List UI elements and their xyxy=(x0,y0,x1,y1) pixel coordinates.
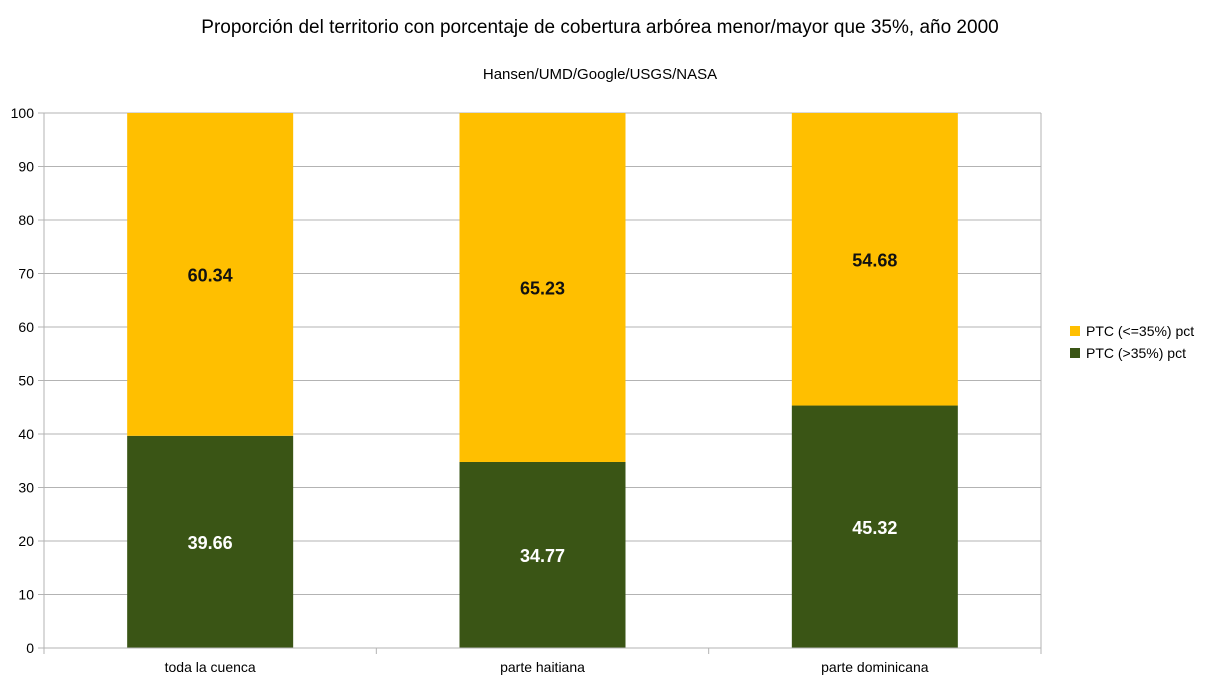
y-tick-label: 70 xyxy=(18,266,34,282)
bar-segment-ptc-le-35 xyxy=(791,113,958,406)
data-label: 34.77 xyxy=(520,546,565,566)
y-tick-label: 80 xyxy=(18,212,34,228)
x-tick-label: parte haitiana xyxy=(500,659,585,675)
data-label: 54.68 xyxy=(852,250,897,270)
legend-swatch-ptc-gt-35 xyxy=(1070,348,1080,358)
bar-segment-ptc-gt-35 xyxy=(127,435,294,648)
legend-swatch-ptc-le-35 xyxy=(1070,326,1080,336)
y-tick-label: 30 xyxy=(18,480,34,496)
y-tick-label: 40 xyxy=(18,426,34,442)
y-tick-label: 90 xyxy=(18,159,34,175)
data-label: 60.34 xyxy=(188,265,233,285)
y-tick-label: 50 xyxy=(18,373,34,389)
bar-segment-ptc-le-35 xyxy=(127,113,294,436)
bar-segment-ptc-gt-35 xyxy=(459,461,626,648)
y-tick-label: 0 xyxy=(26,640,34,656)
y-tick-label: 10 xyxy=(18,587,34,603)
data-label: 45.32 xyxy=(852,518,897,538)
y-tick-label: 60 xyxy=(18,319,34,335)
legend-item-ptc-le-35: PTC (<=35%) pct xyxy=(1070,320,1194,342)
bar-segment-ptc-le-35 xyxy=(459,113,626,462)
legend-item-ptc-gt-35: PTC (>35%) pct xyxy=(1070,342,1194,364)
y-tick-label: 20 xyxy=(18,533,34,549)
chart-title: Proporción del territorio con porcentaje… xyxy=(201,17,999,38)
legend-label-ptc-le-35: PTC (<=35%) pct xyxy=(1086,323,1195,339)
data-label: 39.66 xyxy=(188,533,233,553)
chart-subtitle: Hansen/UMD/Google/USGS/NASA xyxy=(482,66,718,83)
x-tick-label: toda la cuenca xyxy=(165,659,256,675)
chart-legend: PTC (<=35%) pct PTC (>35%) pct xyxy=(1070,320,1194,364)
data-label: 65.23 xyxy=(520,278,565,298)
x-tick-label: parte dominicana xyxy=(821,659,929,675)
bar-segment-ptc-gt-35 xyxy=(791,405,958,648)
legend-label-ptc-gt-35: PTC (>35%) pct xyxy=(1086,345,1186,361)
y-tick-label: 100 xyxy=(11,105,35,121)
